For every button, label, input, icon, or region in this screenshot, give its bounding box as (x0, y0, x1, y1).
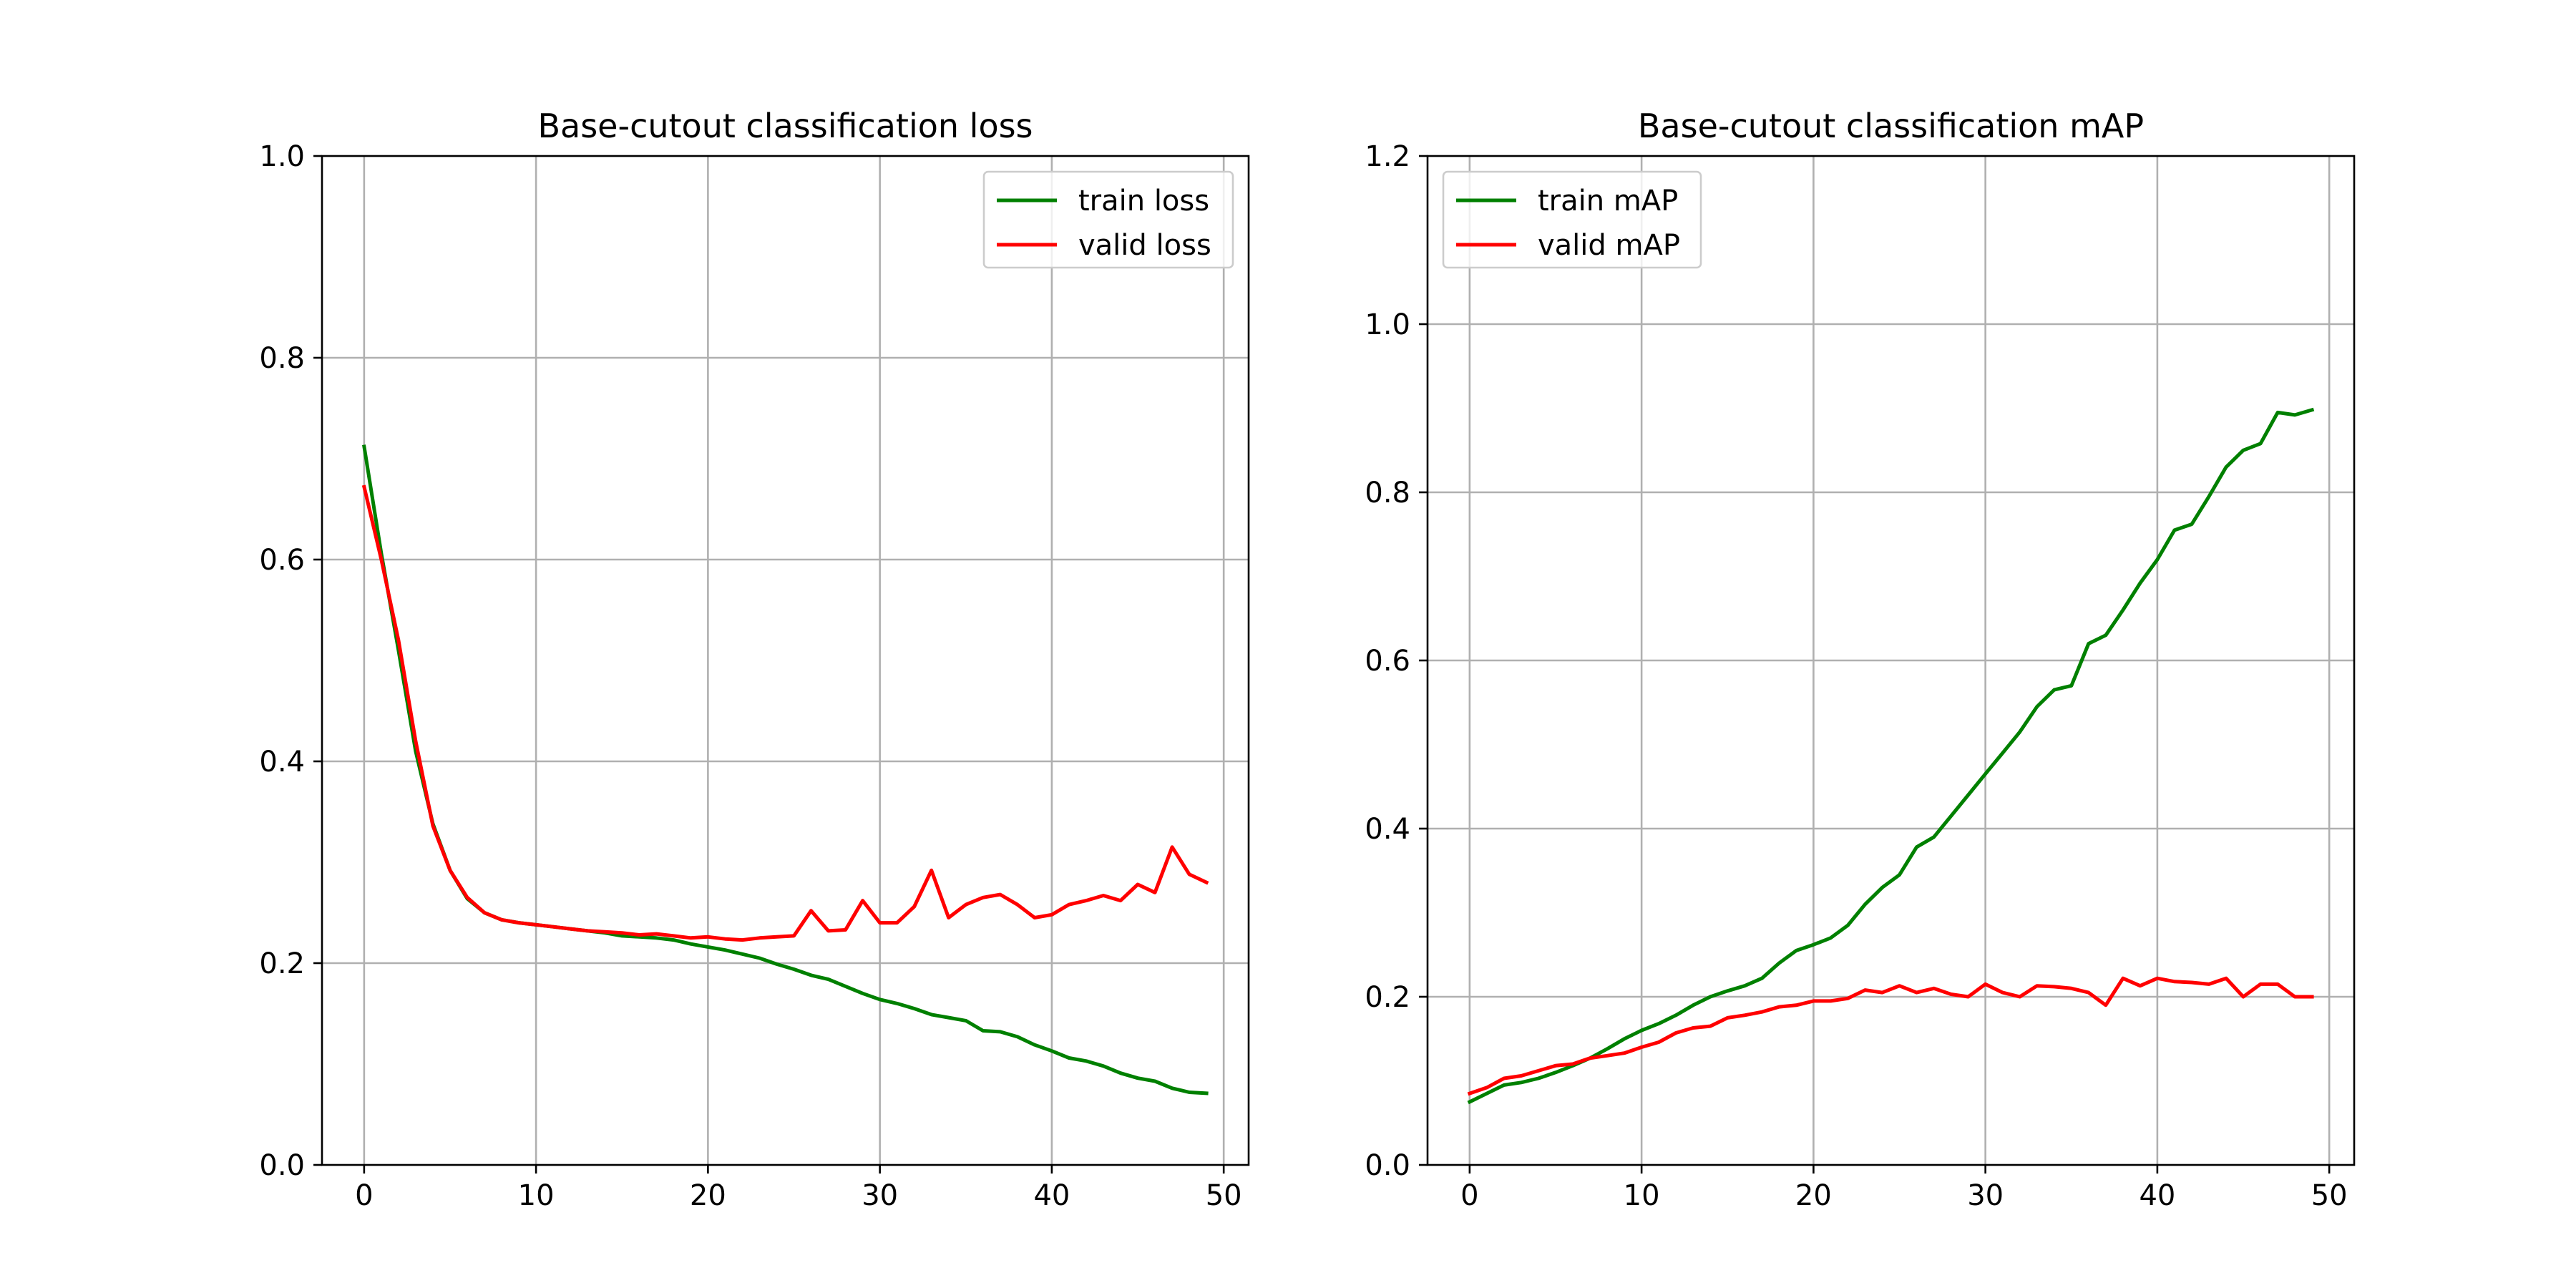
y-tick-label: 0.8 (1365, 477, 1410, 509)
map-chart: 0 10 20 30 40 50 0.0 0.2 0.4 0.6 0.8 1.0 1.2 Base-cut… (1365, 107, 2356, 1212)
x-tick-label: 0 (355, 1179, 373, 1212)
x-tick-label: 50 (2311, 1179, 2348, 1212)
y-tick-label: 1.0 (1365, 308, 1410, 341)
legend-label: train loss (1078, 185, 1209, 218)
legend: train loss valid loss (982, 170, 1234, 269)
legend-label: valid loss (1078, 229, 1211, 262)
y-tick-label: 1.0 (259, 140, 305, 173)
x-tick-label: 0 (1460, 1179, 1478, 1212)
series-line-valid-loss (361, 484, 1209, 942)
y-tick-label: 0.6 (1365, 645, 1410, 678)
x-tick-label: 40 (2139, 1179, 2175, 1212)
legend-label: train mAP (1538, 185, 1678, 218)
x-tick-label: 10 (1624, 1179, 1660, 1212)
series-line-train-map (1467, 407, 2315, 1105)
x-tick-label: 20 (1795, 1179, 1832, 1212)
legend-label: valid mAP (1538, 229, 1680, 262)
y-tick-label: 0.0 (1365, 1149, 1410, 1182)
y-tick-label: 0.2 (1365, 981, 1410, 1014)
x-tick-label: 30 (862, 1179, 898, 1212)
y-tick-label: 0.0 (259, 1149, 305, 1182)
chart-title: Base-cutout classification loss (537, 107, 1033, 145)
x-tick-label: 20 (690, 1179, 726, 1212)
loss-chart: 0 10 20 30 40 50 0.0 0.2 0.4 0.6 0.8 1.0 Base-cutout… (259, 107, 1250, 1212)
y-tick-label: 1.2 (1365, 140, 1410, 173)
x-tick-label: 40 (1033, 1179, 1070, 1212)
series-line-valid-map (1467, 976, 2314, 1096)
y-tick-label: 0.6 (259, 544, 305, 577)
x-tick-label: 50 (1206, 1179, 1242, 1212)
x-tick-label: 30 (1967, 1179, 2004, 1212)
y-tick-label: 0.4 (1365, 813, 1410, 846)
y-tick-label: 0.2 (259, 947, 305, 980)
y-tick-label: 0.8 (259, 342, 305, 375)
y-tick-label: 0.4 (259, 746, 305, 779)
x-tick-label: 10 (518, 1179, 555, 1212)
axes-frame (321, 155, 1250, 1166)
chart-title: Base-cutout classification mAP (1638, 107, 2144, 145)
legend: train mAP valid mAP (1442, 170, 1702, 269)
